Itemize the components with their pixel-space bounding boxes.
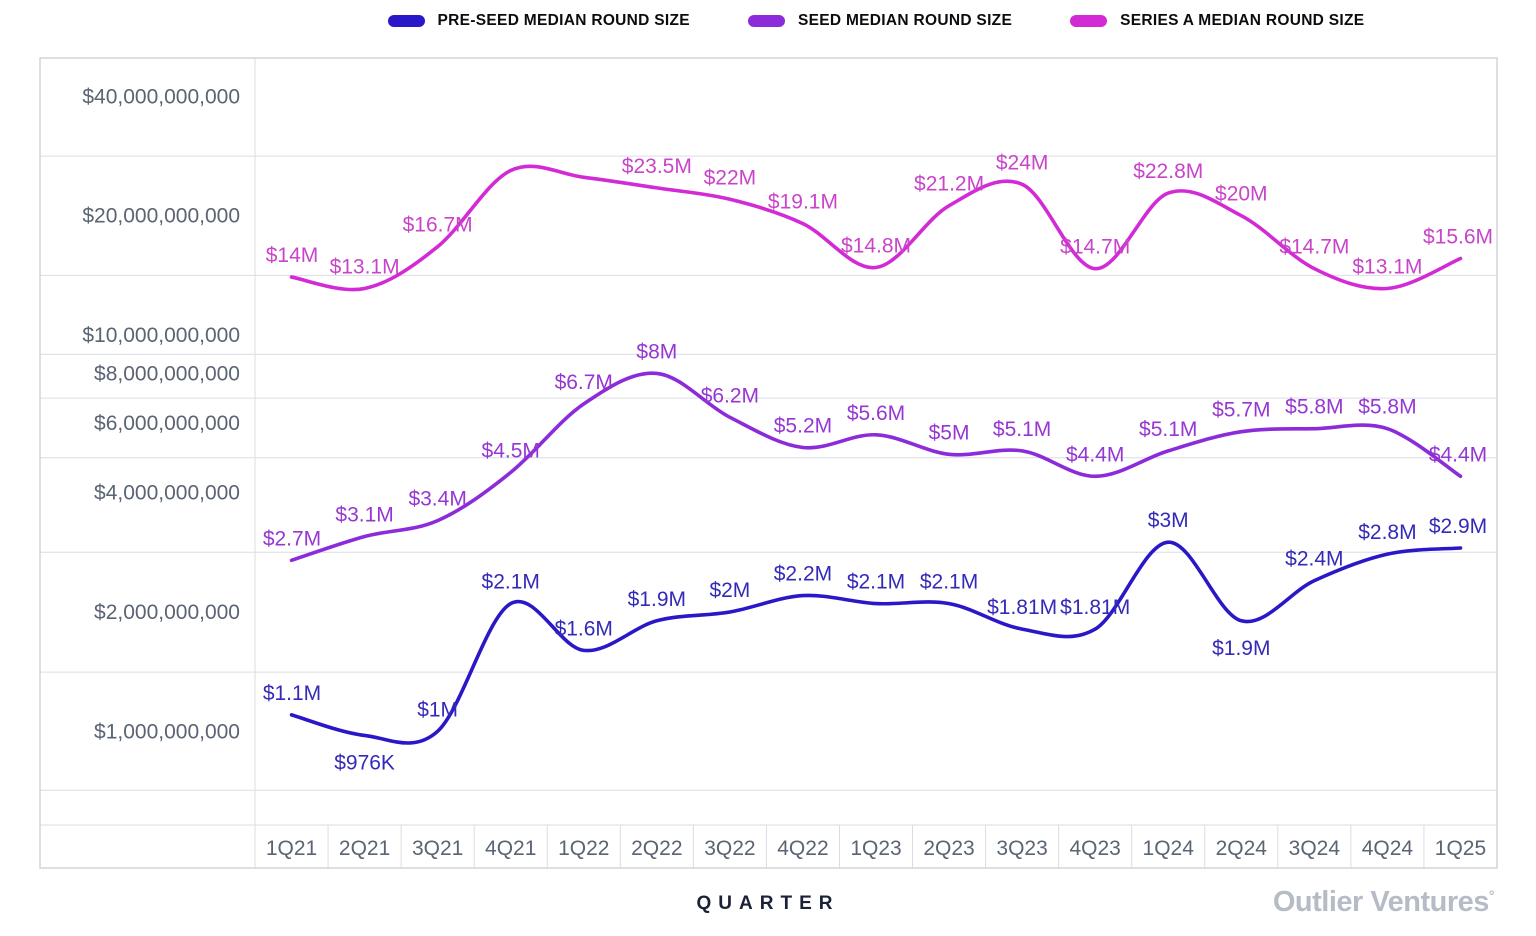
data-label: $4.4M xyxy=(1429,443,1487,466)
data-label: $1.1M xyxy=(263,682,321,705)
data-label: $23.5M xyxy=(622,155,692,178)
y-axis-tick-label: $40,000,000,000 xyxy=(82,85,240,108)
x-axis-tick-label: 4Q24 xyxy=(1362,837,1414,860)
x-axis-tick-label: 3Q21 xyxy=(412,837,463,860)
legend-item: SERIES A MEDIAN ROUND SIZE xyxy=(1070,12,1364,30)
data-label: $1.81M xyxy=(1060,596,1130,619)
x-axis-tick-label: 2Q21 xyxy=(339,837,390,860)
legend-item: SEED MEDIAN ROUND SIZE xyxy=(747,12,1013,30)
x-axis-title: QUARTER xyxy=(696,893,840,914)
x-axis-tick-label: 4Q21 xyxy=(485,837,536,860)
y-axis-tick-label: $1,000,000,000 xyxy=(94,720,240,743)
legend-swatch-icon xyxy=(747,15,785,27)
x-axis-tick-label: 1Q21 xyxy=(266,837,317,860)
data-label: $4.4M xyxy=(1066,443,1124,466)
x-axis-tick-label: 2Q22 xyxy=(631,837,682,860)
data-label: $2M xyxy=(709,579,750,602)
x-axis-tick-label: 3Q23 xyxy=(996,837,1047,860)
data-label: $14M xyxy=(266,244,319,267)
y-axis-tick-label: $20,000,000,000 xyxy=(82,205,240,228)
data-label: $1.9M xyxy=(628,588,686,611)
logo-degree-mark: ° xyxy=(1488,887,1495,904)
y-axis-tick-label: $6,000,000,000 xyxy=(94,412,240,435)
data-label: $14.8M xyxy=(841,235,911,258)
x-axis-tick-label: 3Q22 xyxy=(704,837,755,860)
x-axis-tick-label: 4Q23 xyxy=(1069,837,1120,860)
legend-label: SEED MEDIAN ROUND SIZE xyxy=(797,12,1013,29)
x-axis-tick-label: 3Q24 xyxy=(1289,837,1341,860)
legend-label: PRE-SEED MEDIAN ROUND SIZE xyxy=(437,12,690,29)
y-axis-tick-label: $10,000,000,000 xyxy=(82,324,240,347)
data-label: $2.4M xyxy=(1285,548,1343,571)
x-axis-tick-label: 1Q23 xyxy=(850,837,901,860)
logo-text: Outlier Ventures xyxy=(1272,886,1490,918)
legend-swatch-icon xyxy=(387,15,425,27)
data-label: $2.9M xyxy=(1429,515,1487,538)
data-label: $24M xyxy=(996,151,1049,174)
data-label: $3.4M xyxy=(408,488,466,511)
data-label: $13.1M xyxy=(330,256,400,279)
data-label: $6.7M xyxy=(555,371,613,394)
x-axis-tick-label: 1Q25 xyxy=(1435,837,1486,860)
data-label: $22M xyxy=(704,166,757,189)
data-label: $5.8M xyxy=(1358,396,1416,419)
data-label: $5.1M xyxy=(993,418,1051,441)
x-axis-tick-label: 1Q24 xyxy=(1143,837,1195,860)
data-label: $5.8M xyxy=(1285,396,1343,419)
data-label: $2.1M xyxy=(920,571,978,594)
y-axis-tick-label: $4,000,000,000 xyxy=(94,482,240,505)
data-label: $22.8M xyxy=(1133,160,1203,183)
data-label: $2.7M xyxy=(263,527,321,550)
data-label: $5M xyxy=(929,421,970,444)
data-label: $5.7M xyxy=(1212,399,1270,422)
data-label: $1.6M xyxy=(555,617,613,640)
data-label: $20M xyxy=(1215,183,1268,206)
data-label: $976K xyxy=(334,751,395,774)
legend-item: PRE-SEED MEDIAN ROUND SIZE xyxy=(387,12,690,30)
data-label: $1M xyxy=(417,698,458,721)
x-axis-tick-label: 1Q22 xyxy=(558,837,609,860)
data-label: $3M xyxy=(1148,509,1189,532)
series-line-series-a xyxy=(289,164,1463,292)
data-label: $5.6M xyxy=(847,402,905,425)
x-axis-tick-label: 4Q22 xyxy=(777,837,828,860)
data-label: $19.1M xyxy=(768,191,838,214)
data-label: $2.1M xyxy=(847,571,905,594)
y-axis-tick-label: $8,000,000,000 xyxy=(94,362,240,385)
data-label: $3.1M xyxy=(335,504,393,527)
data-label: $1.9M xyxy=(1212,637,1270,660)
legend-swatch-icon xyxy=(1070,15,1108,27)
data-label: $6.2M xyxy=(701,384,759,407)
data-label: $2.2M xyxy=(774,563,832,586)
legend-label: SERIES A MEDIAN ROUND SIZE xyxy=(1120,12,1365,29)
data-label: $21.2M xyxy=(914,173,984,196)
y-axis-tick-label: $2,000,000,000 xyxy=(94,601,240,624)
data-label: $4.5M xyxy=(482,439,540,462)
data-label: $8M xyxy=(636,340,677,363)
data-label: $1.81M xyxy=(987,596,1057,619)
series-line-seed xyxy=(289,371,1463,563)
data-label: $14.7M xyxy=(1279,236,1349,259)
data-label: $2.1M xyxy=(482,571,540,594)
data-label: $5.2M xyxy=(774,415,832,438)
data-label: $16.7M xyxy=(403,214,473,237)
x-axis-tick-label: 2Q24 xyxy=(1216,837,1268,860)
data-label: $15.6M xyxy=(1423,225,1493,248)
data-label: $2.8M xyxy=(1358,521,1416,544)
x-axis-tick-label: 2Q23 xyxy=(923,837,974,860)
series-line-pre-seed xyxy=(289,540,1463,745)
data-label: $5.1M xyxy=(1139,418,1197,441)
legend: PRE-SEED MEDIAN ROUND SIZE SEED MEDIAN RO… xyxy=(255,12,1497,30)
outlier-ventures-logo: Outlier Ventures° xyxy=(1272,886,1495,919)
data-label: $13.1M xyxy=(1352,256,1422,279)
chart-border xyxy=(39,57,1498,869)
data-label: $14.7M xyxy=(1060,236,1130,259)
